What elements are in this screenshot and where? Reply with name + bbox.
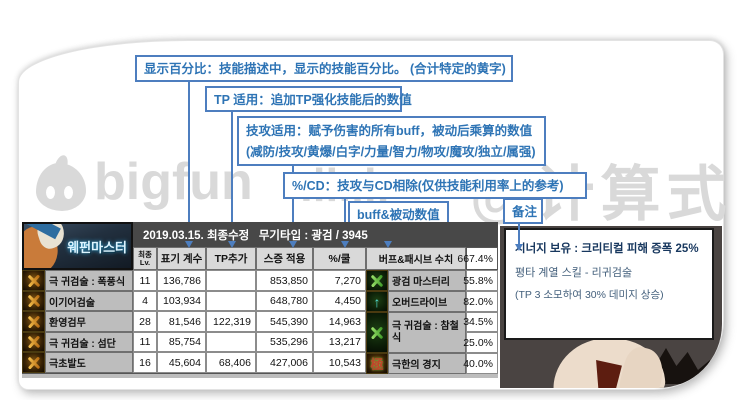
skill-name: 이기어검술 (45, 291, 133, 311)
skill-buffed: 535,296 (256, 332, 313, 352)
buff-name: 극한의 경지 (388, 353, 466, 374)
skill-name: 극초발도 (45, 352, 133, 373)
connector-line-notes (518, 223, 520, 245)
skill-icon-draw (22, 352, 45, 373)
buff-icon-limit: 極 (366, 353, 388, 374)
skill-buffed: 545,390 (256, 311, 313, 332)
skill-coef: 85,754 (157, 332, 206, 352)
skill-icon-phantom (22, 311, 45, 332)
callout-tp: TP 适用：追加TP强化技能后的数值 (205, 86, 412, 112)
buff-total-value: 667.4% (457, 247, 498, 270)
table-title: 2019.03.15. 최종수정 무기타입 : 광검 / 3945 (133, 222, 498, 247)
arrow-buff-icon (384, 241, 392, 248)
class-banner: 웨펀마스터 (22, 222, 133, 270)
arrow-percd-icon (341, 241, 349, 248)
skill-tp (206, 291, 256, 311)
skill-percd: 13,217 (313, 332, 366, 352)
skill-coef: 81,546 (157, 311, 206, 332)
header-percd: %/쿨 (313, 247, 366, 270)
buff-value: 40.0% (463, 353, 498, 374)
skill-icon-storm (22, 270, 45, 291)
header-final-lv-top: 최종 (138, 249, 152, 259)
header-final-lv-bottom: Lv. (139, 257, 151, 267)
skill-tp (206, 332, 256, 352)
arrow-coef-icon (185, 241, 193, 248)
buff-value: 55.8% (463, 270, 498, 291)
skill-percd: 10,543 (313, 352, 366, 373)
skill-lv: 28 (133, 311, 157, 332)
skill-coef: 103,934 (157, 291, 206, 311)
skill-lv: 11 (133, 270, 157, 291)
connector-line-tp (231, 112, 233, 242)
note-basic-skill: 평타 계열 스킬 - 리귀검술 (515, 267, 633, 279)
buff-value: 34.5% (463, 312, 498, 332)
skill-coef: 136,786 (157, 270, 206, 291)
skill-lv: 11 (133, 332, 157, 352)
callout-display-percent: 显示百分比：技能描述中，显示的技能百分比。 (合计特定的黄字) (135, 55, 513, 82)
header-tp: TP추가 (206, 247, 256, 270)
callout-remark: 备注 (503, 198, 543, 224)
buff-icon-overdrive: ↑ (366, 291, 388, 312)
buff-icon-slayer (366, 312, 388, 353)
header-buff-passive: 버프&패시브 수치 (366, 247, 466, 270)
buff-name: 극 귀검술 : 참철식 (388, 312, 466, 353)
skill-buffed: 853,850 (256, 270, 313, 291)
buff-value: 82.0% (463, 291, 498, 312)
class-name-label: 웨펀마스터 (67, 240, 127, 255)
callout-per-cd: %/CD：技攻与CD相除(仅供技能利用率上的参考) (283, 172, 587, 199)
note-synergy: 시너지 보유 : 크리티컬 피해 증폭 25% (515, 243, 699, 255)
skill-tp: 122,319 (206, 311, 256, 332)
header-coef: 표기 계수 (157, 247, 206, 270)
cropped-next-row (22, 373, 498, 378)
header-buffed: 스증 적용 (256, 247, 313, 270)
skill-name: 극 귀검술 : 섬단 (45, 332, 133, 352)
bigfun-flame-logo-icon (36, 153, 86, 211)
watermark-brand: bigfun (94, 153, 253, 211)
skill-percd: 14,963 (313, 311, 366, 332)
skill-tp (206, 270, 256, 291)
skill-lv: 4 (133, 291, 157, 311)
skill-buffed: 427,006 (256, 352, 313, 373)
connector-line-buffed (292, 166, 294, 242)
skill-icon-raging (22, 291, 45, 311)
remark-note-box: 시너지 보유 : 크리티컬 피해 증폭 25% 평타 계열 스킬 - 리귀검술 … (504, 228, 714, 340)
arrow-buffed-icon (289, 241, 297, 248)
skill-buffed: 648,780 (256, 291, 313, 311)
arrow-notes-icon (515, 244, 523, 251)
skill-name: 극 귀검술 : 폭풍식 (45, 270, 133, 291)
buff-value-2: 25.0% (463, 332, 498, 353)
skill-percd: 4,450 (313, 291, 366, 311)
buff-icon-mastery (366, 270, 388, 291)
callout-skill-atk: 技攻适用：赋予伤害的所有buff，被动后乘算的数值(减防/技攻/黄爆/白字/力量… (237, 116, 546, 166)
skill-name: 환영검무 (45, 311, 133, 332)
skill-icon-flash (22, 332, 45, 352)
skill-percd: 7,270 (313, 270, 366, 291)
skill-coef: 45,604 (157, 352, 206, 373)
skill-tp: 68,406 (206, 352, 256, 373)
buff-name: 오버드라이브 (388, 291, 466, 312)
arrow-tp-icon (228, 241, 236, 248)
note-tp: (TP 3 소모하여 30% 데미지 상승) (515, 289, 664, 301)
buff-name: 광검 마스터리 (388, 270, 466, 291)
connector-line-percd (344, 199, 346, 242)
skill-lv: 16 (133, 352, 157, 373)
connector-line-coef (188, 82, 190, 242)
